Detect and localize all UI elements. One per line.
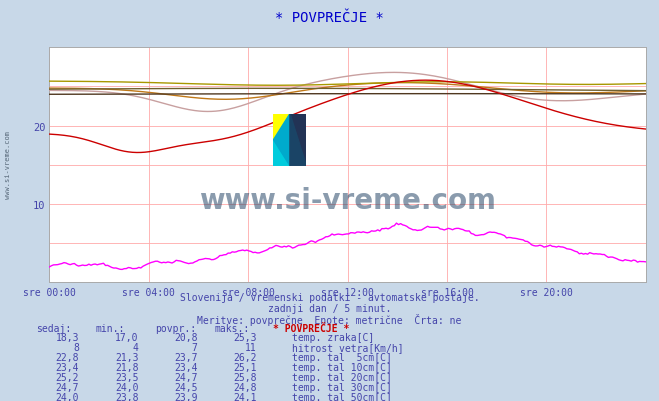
Text: 25,8: 25,8 [233,372,257,382]
Text: 23,4: 23,4 [174,362,198,372]
Text: zadnji dan / 5 minut.: zadnji dan / 5 minut. [268,303,391,313]
Text: 24,7: 24,7 [55,382,79,392]
Text: www.si-vreme.com: www.si-vreme.com [199,186,496,215]
Text: 24,8: 24,8 [233,382,257,392]
Text: Meritve: povprečne  Enote: metrične  Črta: ne: Meritve: povprečne Enote: metrične Črta:… [197,314,462,326]
Text: temp. tal 20cm[C]: temp. tal 20cm[C] [292,372,392,382]
Text: 23,5: 23,5 [115,372,138,382]
Text: 24,5: 24,5 [174,382,198,392]
Polygon shape [290,114,306,166]
Text: 11: 11 [245,342,257,352]
Text: povpr.:: povpr.: [155,323,196,333]
Text: hitrost vetra[Km/h]: hitrost vetra[Km/h] [292,342,403,352]
Text: 17,0: 17,0 [115,332,138,342]
Text: 21,8: 21,8 [115,362,138,372]
Polygon shape [273,114,290,166]
Text: 24,7: 24,7 [174,372,198,382]
Text: Slovenija / vremenski podatki - avtomatske postaje.: Slovenija / vremenski podatki - avtomats… [180,292,479,302]
Polygon shape [273,114,290,140]
Text: 20,8: 20,8 [174,332,198,342]
Text: 21,3: 21,3 [115,352,138,362]
Text: 25,3: 25,3 [233,332,257,342]
Text: temp. tal 10cm[C]: temp. tal 10cm[C] [292,362,392,372]
Text: maks.:: maks.: [214,323,249,333]
Text: temp. zraka[C]: temp. zraka[C] [292,332,374,342]
Text: 23,9: 23,9 [174,392,198,401]
Text: 24,0: 24,0 [55,392,79,401]
Text: 26,2: 26,2 [233,352,257,362]
Text: 23,8: 23,8 [115,392,138,401]
Text: 24,1: 24,1 [233,392,257,401]
Text: 7: 7 [192,342,198,352]
Polygon shape [273,140,290,166]
Text: min.:: min.: [96,323,125,333]
Text: 24,0: 24,0 [115,382,138,392]
Polygon shape [290,114,306,166]
Text: temp. tal  5cm[C]: temp. tal 5cm[C] [292,352,392,362]
Text: * POVPREČJE *: * POVPREČJE * [273,323,350,333]
Text: sedaj:: sedaj: [36,323,71,333]
Text: temp. tal 30cm[C]: temp. tal 30cm[C] [292,382,392,392]
Text: temp. tal 50cm[C]: temp. tal 50cm[C] [292,392,392,401]
Text: 25,1: 25,1 [233,362,257,372]
Text: 8: 8 [73,342,79,352]
Text: 23,4: 23,4 [55,362,79,372]
Text: 25,2: 25,2 [55,372,79,382]
Text: 4: 4 [132,342,138,352]
Text: 23,7: 23,7 [174,352,198,362]
Text: 18,3: 18,3 [55,332,79,342]
Text: www.si-vreme.com: www.si-vreme.com [5,130,11,198]
Text: * POVPREČJE *: * POVPREČJE * [275,11,384,25]
Text: 22,8: 22,8 [55,352,79,362]
